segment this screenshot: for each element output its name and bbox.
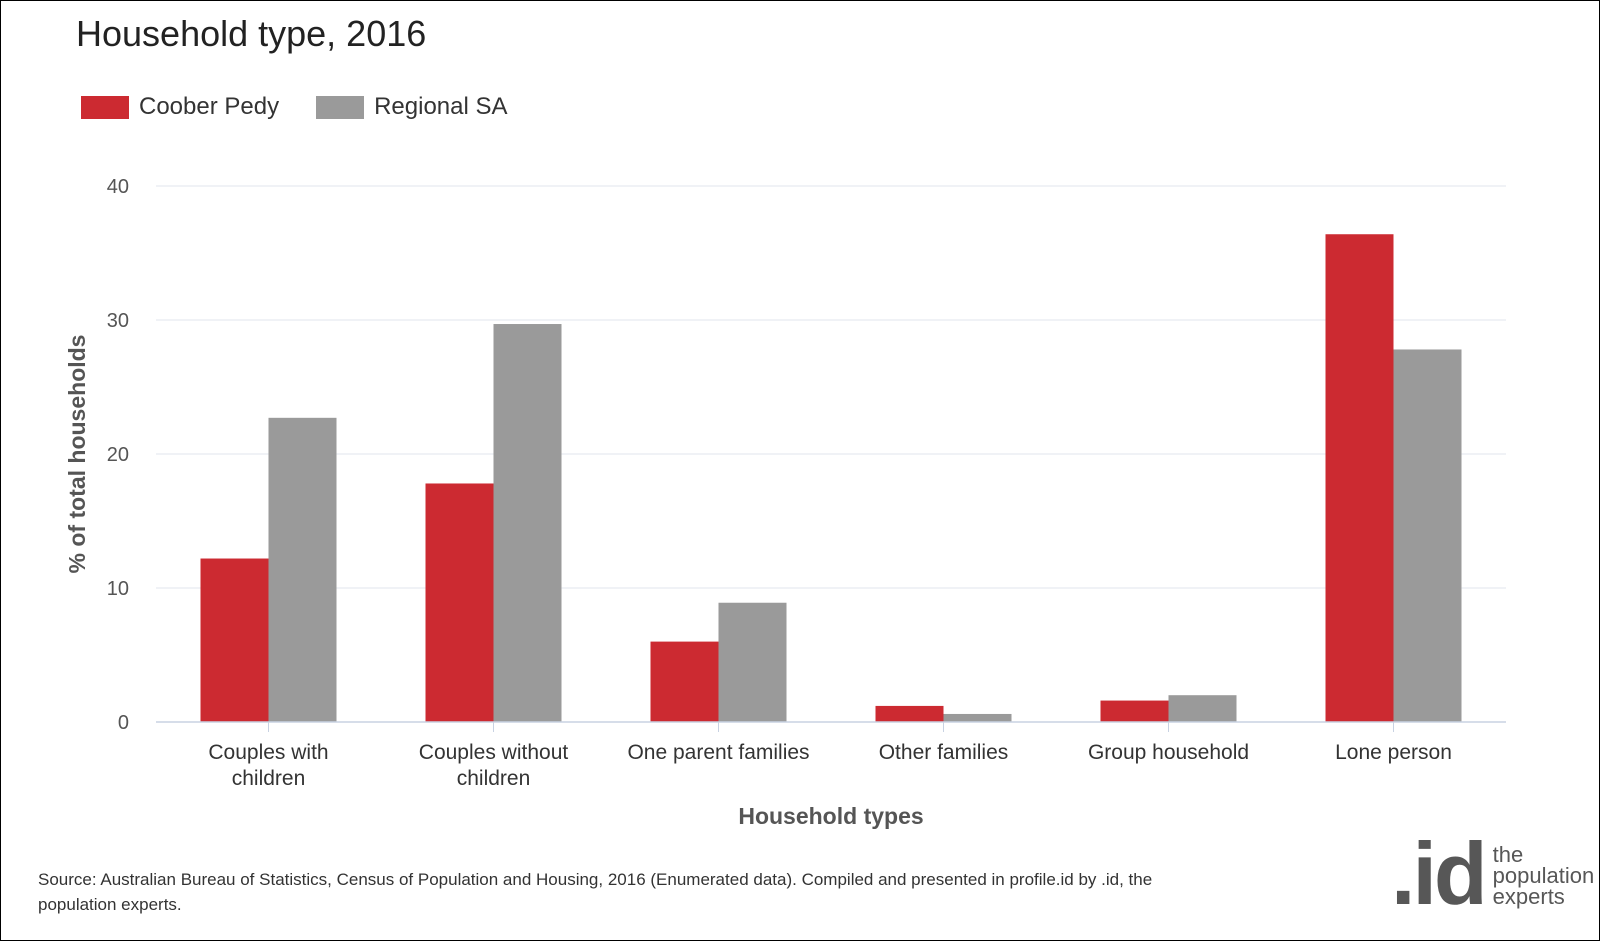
id-logo: .id the population experts (1391, 824, 1595, 923)
chart-title: Household type, 2016 (76, 13, 427, 54)
x-tick-label-line: Lone person (1335, 741, 1452, 764)
x-tick-label: Group household (1088, 741, 1249, 764)
logo-tagline-line: the (1492, 842, 1524, 867)
y-tick-label: 20 (107, 444, 129, 466)
x-tick-label-line: One parent families (627, 741, 809, 764)
legend-label-regional-sa: Regional SA (374, 93, 508, 120)
bar-regional-sa (493, 324, 562, 722)
bar-coober-pedy (875, 705, 944, 722)
logo-mark: .id (1391, 824, 1488, 923)
bar-regional-sa (268, 417, 337, 722)
x-tick-label-line: Group household (1088, 741, 1249, 764)
x-axis-title: Household types (738, 803, 923, 829)
legend-swatch-coober-pedy (81, 95, 129, 119)
bar-regional-sa (1168, 695, 1237, 722)
bar-regional-sa (718, 602, 787, 722)
x-tick-label: Other families (879, 741, 1009, 764)
legend-swatch-regional-sa (316, 95, 365, 119)
y-tick-label: 30 (107, 310, 129, 332)
bar-regional-sa (943, 713, 1012, 722)
y-tick-label: 0 (118, 712, 129, 734)
x-tick-label: One parent families (627, 741, 809, 764)
x-tick-label-line: children (232, 767, 306, 790)
legend-item-coober-pedy[interactable]: Coober Pedy (81, 93, 279, 121)
logo-tagline-line: experts (1492, 884, 1565, 909)
x-tick-label: Lone person (1335, 741, 1452, 764)
y-tick-label: 10 (107, 578, 129, 600)
y-axis-title: % of total households (64, 335, 90, 574)
x-tick-label: Couples with children (208, 741, 328, 790)
legend-item-regional-sa[interactable]: Regional SA (316, 93, 508, 121)
bar-coober-pedy (200, 558, 269, 722)
bar-coober-pedy (1325, 234, 1394, 723)
x-tick-label-line: Couples without (419, 741, 569, 764)
y-tick-label: 40 (107, 176, 129, 198)
x-tick-label-line: Couples with (208, 741, 328, 764)
logo-tagline: the population experts (1492, 842, 1595, 909)
legend-label-coober-pedy: Coober Pedy (139, 93, 280, 120)
x-tick-label: Couples without children (419, 741, 569, 790)
logo-tagline-line: population (1492, 863, 1595, 888)
bar-regional-sa (1393, 349, 1462, 722)
bar-coober-pedy (425, 483, 494, 722)
legend: Coober Pedy Regional SA (81, 93, 545, 121)
x-tick-label-line: children (457, 767, 531, 790)
bar-coober-pedy (1100, 700, 1169, 722)
x-tick-label-line: Other families (879, 741, 1009, 764)
source-note: Source: Australian Bureau of Statistics,… (38, 870, 1153, 914)
bar-coober-pedy (650, 641, 719, 722)
